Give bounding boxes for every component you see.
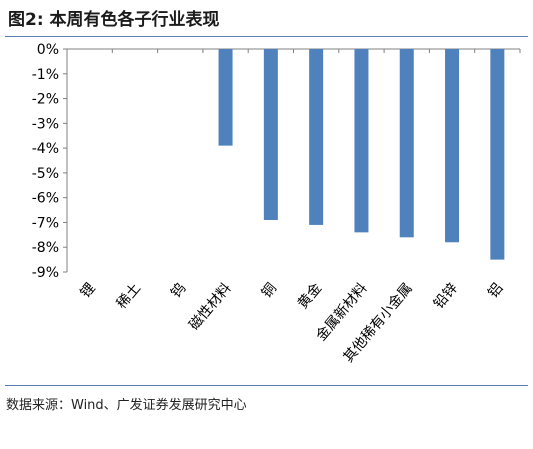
y-tick-label: 0%	[37, 42, 59, 58]
y-tick-label: -6%	[32, 191, 59, 207]
bar-8	[445, 49, 460, 243]
x-tick-label: 黄金	[294, 280, 325, 312]
y-tick-label: -9%	[32, 265, 59, 281]
source-note: 数据来源：Wind、广发证券发展研究中心	[6, 398, 247, 413]
bar-4	[263, 49, 278, 220]
source-divider	[5, 385, 528, 386]
x-tick-label: 钨	[168, 280, 189, 301]
bar-3	[218, 49, 233, 146]
x-tick-label: 锂	[77, 280, 98, 301]
y-tick-label: -4%	[32, 141, 59, 157]
x-tick-label: 铝	[485, 280, 506, 301]
y-tick-label: -5%	[32, 166, 59, 182]
x-tick-label: 磁性材料	[186, 280, 234, 333]
bar-6	[354, 49, 369, 233]
bar-7	[399, 49, 414, 238]
y-tick-label: -2%	[32, 92, 59, 108]
y-tick-label: -8%	[32, 240, 59, 256]
page-title: 图2: 本周有色各子行业表现	[8, 10, 220, 30]
y-tick-label: -7%	[32, 215, 59, 231]
y-tick-label: -1%	[32, 67, 59, 83]
y-tick-label: -3%	[32, 116, 59, 132]
bar-5	[309, 49, 324, 225]
bar-chart: 0% -1% -2% -3% -4% -5% -6% -7% -8% -9% 锂 稀土 钨磁性材料 铜黄金…	[32, 42, 521, 366]
x-tick-label: 铅锌	[431, 280, 461, 312]
x-tick-label: 铜	[259, 280, 280, 301]
title-bar	[5, 2, 528, 37]
x-tick-label: 稀土	[114, 280, 144, 312]
bar-9	[490, 49, 505, 260]
